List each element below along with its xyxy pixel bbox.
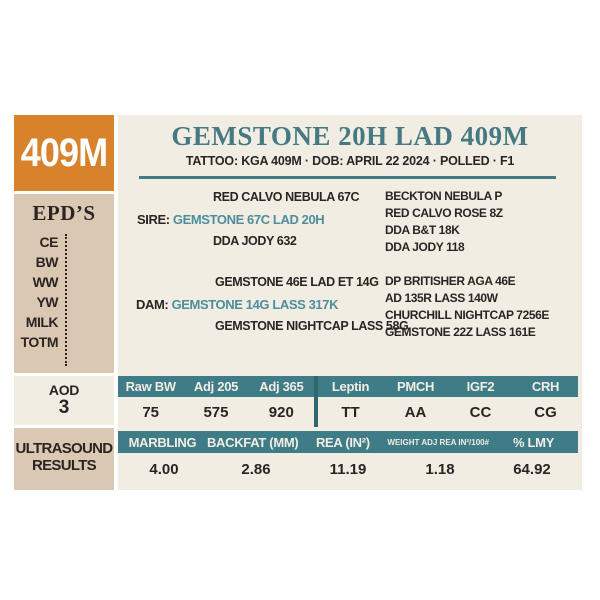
epd-label-list: CE BW WW YW MILK TOTM bbox=[14, 232, 59, 352]
ultrasound-value-row: 4.00 2.86 11.19 1.18 64.92 bbox=[118, 453, 578, 486]
value-leptin: TT bbox=[341, 403, 360, 421]
epd-label-ww: WW bbox=[32, 274, 59, 290]
dam-ancestor-2: AD 135R LASS 140W bbox=[385, 291, 498, 305]
dam-ancestor-1: DP BRITISHER AGA 46E bbox=[385, 274, 516, 288]
sire-grandsire: RED CALVO NEBULA 67C bbox=[213, 190, 360, 204]
genomics-value-row: TT AA CC CG bbox=[318, 397, 578, 427]
value-adj-365: 920 bbox=[268, 403, 294, 421]
value-backfat: 2.86 bbox=[241, 461, 271, 478]
sire-ancestor-list: BECKTON NEBULA P RED CALVO ROSE 8Z DDA B… bbox=[385, 188, 503, 256]
value-crh: CG bbox=[534, 403, 557, 421]
dam-granddam: GEMSTONE NIGHTCAP LASS 58G bbox=[215, 319, 409, 333]
ultrasound-label-line1: ULTRASOUND bbox=[15, 440, 114, 457]
epd-label-milk: MILK bbox=[25, 314, 59, 330]
title-divider-rule bbox=[139, 176, 556, 179]
dam-ancestor-list: DP BRITISHER AGA 46E AD 135R LASS 140W C… bbox=[385, 273, 549, 341]
tattoo-dob-line: TATTOO: KGA 409M · DOB: APRIL 22 2024 · … bbox=[185, 154, 515, 168]
ultrasound-results-label: ULTRASOUND RESULTS bbox=[14, 428, 114, 490]
main-panel: GEMSTONE 20H LAD 409M TATTOO: KGA 409M ·… bbox=[118, 115, 582, 490]
value-adj-205: 575 bbox=[203, 403, 229, 421]
value-raw-bw: 75 bbox=[142, 403, 159, 421]
value-marbling: 4.00 bbox=[149, 461, 179, 478]
animal-name-title: GEMSTONE 20H LAD 409M bbox=[171, 121, 529, 151]
header-raw-bw: Raw BW bbox=[125, 379, 177, 394]
lot-tag-box: 409M bbox=[14, 115, 114, 191]
epd-heading: EPD’S bbox=[32, 201, 96, 225]
dam-row: DAM: GEMSTONE 14G LASS 317K bbox=[136, 297, 338, 312]
table-group-divider bbox=[314, 376, 318, 427]
sire-ancestor-4: DDA JODY 118 bbox=[385, 240, 465, 254]
header-adj-365: Adj 365 bbox=[259, 379, 304, 394]
sire-granddam: DDA JODY 632 bbox=[213, 234, 297, 248]
epd-label-bw: BW bbox=[35, 254, 59, 270]
sire-ancestor-1: BECKTON NEBULA P bbox=[385, 189, 502, 203]
sire-row: SIRE: GEMSTONE 67C LAD 20H bbox=[137, 212, 325, 227]
dam-label: DAM: bbox=[136, 297, 169, 312]
epd-label-yw: YW bbox=[36, 294, 58, 310]
header-igf2: IGF2 bbox=[466, 379, 495, 394]
ultrasound-header-row: MARBLING BACKFAT (MM) REA (IN²) WEIGHT A… bbox=[118, 431, 578, 453]
aod-label: AOD bbox=[48, 382, 80, 398]
epd-dotted-line bbox=[65, 234, 67, 366]
epd-label-ce: CE bbox=[39, 234, 59, 250]
lot-tag-number: 409M bbox=[20, 130, 108, 175]
sire-ancestor-3: DDA B&T 18K bbox=[385, 223, 460, 237]
header-pmch: PMCH bbox=[396, 379, 435, 394]
header-pct-lmy: % LMY bbox=[512, 434, 555, 450]
dam-grandsire: GEMSTONE 46E LAD ET 14G bbox=[215, 275, 379, 289]
weights-header-row: Raw BW Adj 205 Adj 365 bbox=[118, 376, 314, 397]
epd-label-totm: TOTM bbox=[20, 334, 59, 350]
header-leptin: Leptin bbox=[331, 379, 370, 394]
dam-ancestor-3: CHURCHILL NIGHTCAP 7256E bbox=[385, 308, 549, 322]
aod-box: AOD 3 bbox=[14, 376, 114, 425]
epd-sidebar: EPD’S CE BW WW YW MILK TOTM bbox=[14, 194, 114, 373]
header-backfat: BACKFAT (MM) bbox=[206, 434, 299, 450]
ultrasound-label-line2: RESULTS bbox=[32, 457, 97, 474]
genomics-header-row: Leptin PMCH IGF2 CRH bbox=[318, 376, 578, 397]
value-rea: 11.19 bbox=[329, 461, 367, 478]
header-adj-205: Adj 205 bbox=[193, 379, 239, 394]
header-rea: REA (IN²) bbox=[315, 434, 370, 450]
header-crh: CRH bbox=[531, 379, 560, 394]
sire-name: GEMSTONE 67C LAD 20H bbox=[172, 212, 325, 227]
header-weight-adj-rea: WEIGHT ADJ REA IN²/100# bbox=[387, 437, 490, 447]
value-pmch: AA bbox=[404, 403, 427, 421]
weights-value-row: 75 575 920 bbox=[118, 397, 314, 427]
header-marbling: MARBLING bbox=[128, 434, 197, 450]
dam-ancestor-4: GEMSTONE 22Z LASS 161E bbox=[385, 325, 536, 339]
value-weight-adj-rea: 1.18 bbox=[425, 461, 455, 478]
value-igf2: CC bbox=[469, 403, 492, 421]
aod-value: 3 bbox=[58, 397, 70, 418]
value-pct-lmy: 64.92 bbox=[513, 461, 551, 478]
sire-label: SIRE: bbox=[137, 212, 170, 227]
sire-ancestor-2: RED CALVO ROSE 8Z bbox=[385, 206, 503, 220]
dam-name: GEMSTONE 14G LASS 317K bbox=[171, 297, 339, 312]
